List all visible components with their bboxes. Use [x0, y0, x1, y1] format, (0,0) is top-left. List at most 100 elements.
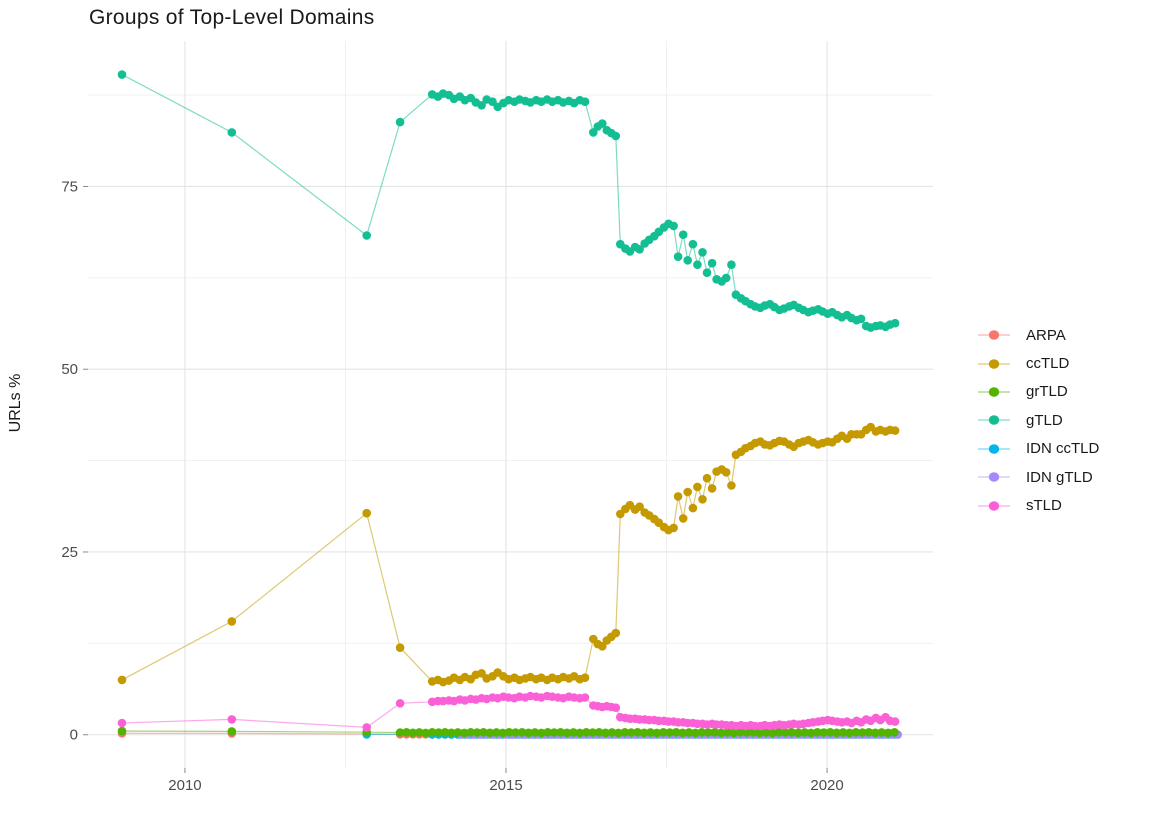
- data-point: [693, 260, 702, 270]
- data-point: [826, 728, 835, 737]
- data-point: [755, 728, 764, 738]
- data-point: [646, 728, 655, 737]
- data-point: [806, 728, 816, 738]
- data-point: [588, 728, 597, 737]
- data-point: [611, 703, 621, 712]
- data-point: [611, 628, 621, 638]
- data-point: [524, 728, 533, 738]
- data-point: [665, 728, 674, 737]
- legend-key-icon: [978, 358, 1010, 369]
- legend-item-label: IDN ccTLD: [1026, 440, 1100, 458]
- data-point: [395, 728, 405, 737]
- data-point: [117, 70, 127, 79]
- data-point: [864, 728, 874, 737]
- data-point: [227, 617, 237, 626]
- series-sTLD: [117, 691, 900, 732]
- data-point: [227, 128, 237, 137]
- legend-item-IDN-ccTLD: IDN ccTLD: [977, 435, 1099, 463]
- data-point: [421, 728, 431, 738]
- y-axis-title: URLs %: [7, 373, 24, 433]
- data-point: [472, 728, 482, 737]
- y-tick-label: 50: [61, 361, 78, 378]
- series-grTLD: [117, 726, 899, 738]
- data-point: [556, 728, 565, 737]
- data-point: [620, 728, 630, 737]
- data-point: [697, 728, 707, 737]
- data-point: [707, 258, 717, 268]
- data-point: [698, 495, 707, 504]
- data-point: [575, 728, 585, 738]
- data-point: [530, 728, 540, 737]
- data-point: [838, 728, 848, 737]
- data-point: [395, 117, 405, 127]
- data-point: [498, 728, 508, 738]
- x-tick-label: 2015: [489, 777, 522, 794]
- data-point: [877, 728, 886, 737]
- legend-item-label: grTLD: [1026, 383, 1068, 401]
- data-point: [517, 728, 527, 737]
- data-point: [710, 728, 719, 737]
- series-ccTLD: [117, 422, 900, 687]
- data-point: [598, 642, 607, 651]
- data-point: [227, 727, 237, 736]
- data-point: [736, 728, 745, 737]
- legend-key-icon: [978, 472, 1010, 482]
- data-point: [569, 728, 578, 737]
- data-point: [594, 728, 604, 737]
- data-point: [460, 728, 469, 738]
- data-point: [742, 728, 752, 737]
- data-point: [688, 239, 698, 249]
- data-point: [549, 728, 559, 737]
- data-point: [693, 482, 702, 492]
- data-point: [362, 231, 372, 240]
- data-point: [626, 728, 636, 737]
- data-point: [671, 728, 681, 737]
- data-point: [813, 728, 822, 737]
- data-point: [639, 728, 649, 738]
- data-point: [395, 643, 405, 652]
- data-point: [669, 523, 678, 533]
- data-point: [402, 728, 411, 737]
- data-point: [890, 318, 900, 328]
- data-point: [580, 97, 590, 106]
- data-point: [704, 728, 713, 737]
- data-point: [851, 728, 861, 737]
- data-point: [819, 728, 829, 737]
- legend-key-icon: [978, 500, 1010, 511]
- data-point: [434, 728, 443, 737]
- legend-key-icon: [978, 444, 1010, 454]
- legend-item-label: ccTLD: [1026, 355, 1070, 373]
- data-point: [589, 128, 598, 137]
- data-point: [362, 508, 372, 518]
- data-point: [845, 728, 854, 738]
- data-point: [702, 473, 712, 483]
- data-point: [683, 255, 692, 265]
- data-point: [727, 481, 736, 490]
- data-point: [716, 728, 726, 738]
- legend-key-icon: [978, 330, 1010, 340]
- data-point: [858, 728, 867, 737]
- data-point: [427, 728, 437, 737]
- legend-item-label: gTLD: [1026, 411, 1063, 429]
- legend-item-ccTLD: ccTLD: [977, 349, 1099, 377]
- data-point: [832, 728, 841, 738]
- data-point: [890, 426, 900, 435]
- legend-item-ARPA: ARPA: [977, 321, 1099, 349]
- data-point: [856, 314, 866, 324]
- data-point: [669, 221, 678, 231]
- data-point: [673, 492, 683, 501]
- y-tick-label: 0: [70, 727, 78, 744]
- data-point: [635, 502, 644, 512]
- legend-item-gTLD: gTLD: [977, 406, 1099, 434]
- data-point: [447, 728, 456, 738]
- data-point: [227, 715, 237, 724]
- x-tick-label: 2010: [168, 777, 201, 794]
- data-point: [890, 717, 900, 726]
- data-point: [678, 514, 688, 523]
- data-point: [721, 468, 731, 477]
- data-point: [580, 673, 590, 682]
- data-point: [492, 728, 501, 737]
- data-point: [883, 728, 893, 738]
